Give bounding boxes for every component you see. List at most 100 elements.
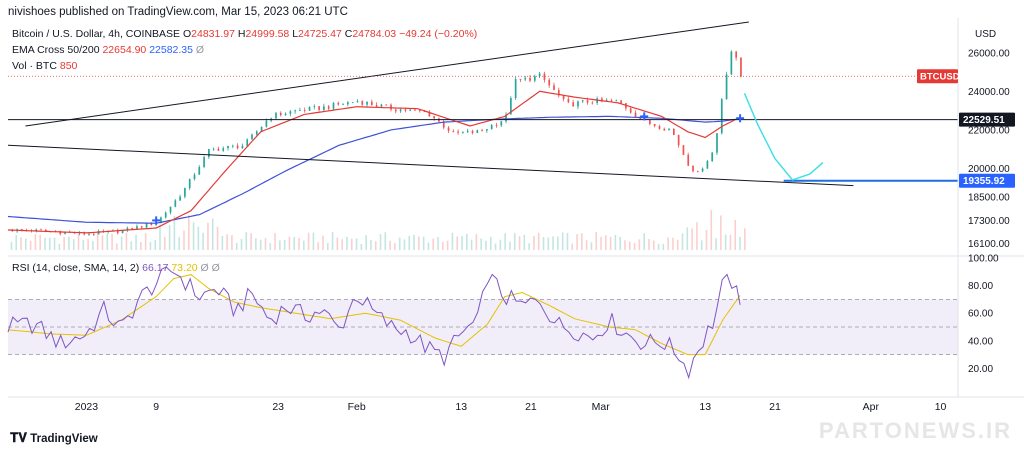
volume-bar — [715, 238, 717, 250]
ema-visibility-icon[interactable]: Ø — [195, 44, 205, 56]
rsi-tick-label: 80.00 — [968, 281, 993, 292]
ema-cross-marker — [736, 114, 745, 123]
volume-bar — [422, 236, 425, 250]
candle-body — [414, 109, 416, 111]
volume-bar — [245, 232, 248, 250]
volume-bar — [595, 232, 598, 250]
ema-200-line — [7, 115, 741, 224]
low-value: 24725.47 — [298, 28, 342, 40]
volume-bar — [307, 232, 310, 250]
volume-bar — [480, 238, 482, 250]
time-tick-label: 21 — [769, 401, 781, 413]
candle-body — [21, 229, 23, 231]
symbol-tag[interactable]: BTCUSD — [920, 72, 960, 83]
volume-bar — [523, 234, 526, 250]
volume-bar — [53, 237, 56, 250]
rsi-line — [7, 266, 741, 380]
projection-curve[interactable] — [743, 92, 824, 181]
volume-label[interactable]: Vol · BTC — [12, 60, 57, 72]
rsi-symbol-1[interactable]: Ø — [200, 262, 209, 274]
tradingview-brand: TradingView — [30, 433, 98, 445]
volume-bar — [600, 236, 602, 250]
support-trendline[interactable] — [7, 144, 854, 187]
volume-bar — [355, 238, 358, 250]
rsi-symbol-2[interactable]: Ø — [211, 262, 220, 274]
candle-body — [217, 148, 220, 151]
volume-bar — [619, 236, 621, 250]
candle-body — [567, 98, 570, 103]
volume-bar — [533, 235, 535, 250]
rsi-label[interactable]: RSI (14, close, SMA, 14, 2) — [12, 262, 140, 274]
tradingview-logo[interactable]: 𝐓𝐕 TradingView — [10, 430, 98, 446]
volume-bar — [542, 237, 545, 250]
candle-body — [246, 139, 249, 146]
candle-body — [308, 106, 311, 111]
candle-body — [260, 126, 263, 132]
price-tick-label: 17300.00 — [968, 216, 1010, 227]
candle-body — [265, 120, 268, 127]
tradingview-icon: 𝐓𝐕 — [10, 430, 27, 445]
symbol-name[interactable]: Bitcoin / U.S. Dollar, 4h, COINBASE — [12, 28, 181, 40]
time-tick-label: 9 — [153, 401, 159, 413]
candle-body — [404, 109, 407, 111]
volume-bar — [29, 240, 32, 250]
candle-body — [394, 109, 397, 112]
candle-body — [663, 128, 666, 131]
volume-bar — [571, 243, 574, 250]
time-tick-label: 23 — [272, 401, 284, 413]
volume-bar — [164, 237, 166, 250]
candle-body — [577, 101, 579, 107]
volume-bar — [15, 235, 18, 250]
open-label: O — [182, 28, 192, 40]
candle-body — [462, 132, 464, 133]
candle-body — [605, 100, 608, 101]
candle-body — [227, 145, 229, 149]
candle-body — [169, 206, 172, 213]
volume-bar — [643, 233, 645, 250]
volume-bar — [379, 234, 382, 250]
volume-bar — [398, 237, 401, 250]
volume-bar — [609, 236, 612, 250]
resistance-trendline[interactable] — [25, 21, 749, 127]
volume-bar — [720, 215, 722, 250]
close-value: 24784.03 — [352, 28, 397, 40]
volume-bar — [279, 240, 281, 250]
candle-body — [160, 217, 162, 224]
volume-bar — [58, 243, 61, 250]
candle-body — [380, 104, 383, 107]
volume-bar — [183, 230, 185, 250]
candle-body — [164, 212, 167, 218]
horizontal-level-tag: 22529.51 — [963, 115, 1005, 126]
candle-body — [45, 229, 47, 232]
volume-bar — [552, 236, 554, 250]
volume-bar — [63, 236, 65, 250]
volume-bar — [350, 238, 353, 250]
candle-body — [476, 130, 479, 134]
volume-bar — [144, 233, 147, 250]
volume-bar — [154, 239, 157, 250]
volume-bar — [528, 243, 530, 250]
candle-body — [198, 167, 201, 175]
ema-label[interactable]: EMA Cross 50/200 — [12, 44, 100, 56]
volume-bar — [202, 232, 204, 250]
rsi-tick-label: 60.00 — [968, 309, 993, 320]
volume-bar — [135, 234, 137, 250]
candle-body — [126, 227, 129, 231]
volume-bar — [255, 238, 257, 250]
candle-body — [490, 125, 493, 130]
volume-bar — [360, 243, 363, 250]
volume-bar — [259, 239, 262, 250]
candle-body — [174, 200, 177, 207]
volume-bar — [485, 240, 487, 250]
volume-bar — [130, 241, 133, 250]
candle-body — [634, 112, 637, 117]
volume-legend: Vol · BTC 850 — [12, 60, 77, 72]
candle-body — [529, 77, 531, 81]
volume-bar — [293, 236, 296, 250]
volume-bar — [39, 234, 41, 250]
candle-body — [323, 106, 325, 111]
horizontal-level-tag-bg — [959, 112, 1015, 127]
volume-bar — [494, 243, 497, 250]
candle-body — [740, 57, 742, 77]
